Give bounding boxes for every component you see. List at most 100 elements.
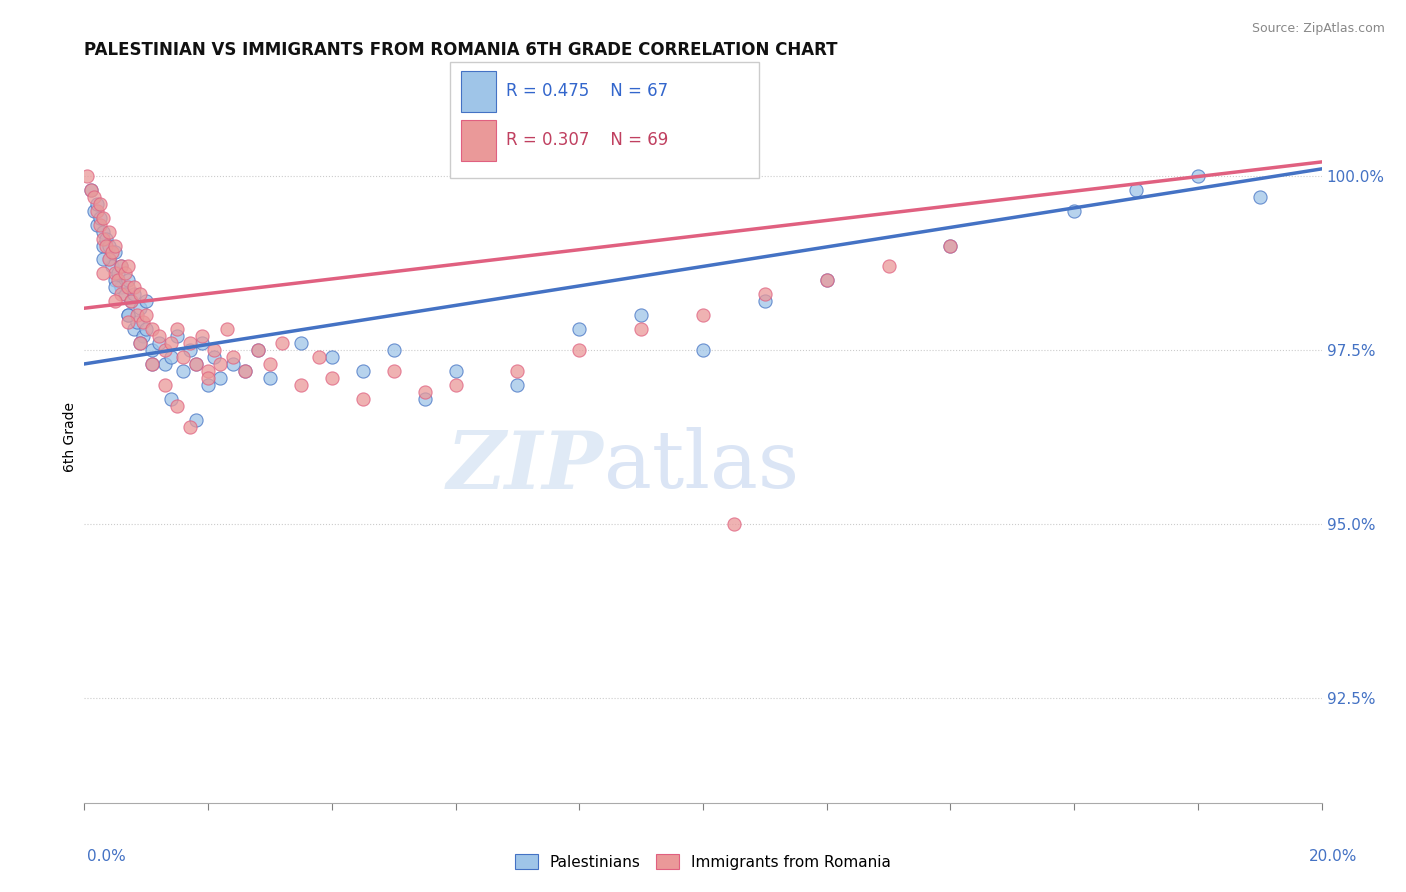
Point <box>222 350 245 364</box>
Point <box>202 343 225 357</box>
Y-axis label: 6th Grade: 6th Grade <box>63 402 77 472</box>
Point <box>135 322 157 336</box>
Text: R = 0.307    N = 69: R = 0.307 N = 69 <box>506 131 668 150</box>
Text: 20.0%: 20.0% <box>1309 849 1357 863</box>
Text: R = 0.475    N = 67: R = 0.475 N = 67 <box>506 82 668 101</box>
Point <box>290 377 312 392</box>
Point <box>89 218 111 232</box>
Point <box>114 266 136 280</box>
Point <box>754 294 776 309</box>
Point <box>1187 169 1209 183</box>
Point <box>98 225 121 239</box>
Point <box>153 377 176 392</box>
Point <box>91 225 114 239</box>
Point <box>104 280 127 294</box>
Point <box>246 343 269 357</box>
Point <box>692 343 714 357</box>
Point <box>184 357 207 371</box>
Point <box>125 308 148 322</box>
Point <box>79 183 101 197</box>
Text: atlas: atlas <box>605 427 799 506</box>
Text: PALESTINIAN VS IMMIGRANTS FROM ROMANIA 6TH GRADE CORRELATION CHART: PALESTINIAN VS IMMIGRANTS FROM ROMANIA 6… <box>84 41 838 59</box>
Text: Source: ZipAtlas.com: Source: ZipAtlas.com <box>1251 22 1385 36</box>
Point <box>382 343 405 357</box>
Point <box>117 315 139 329</box>
Point <box>98 252 121 267</box>
Text: 0.0%: 0.0% <box>87 849 127 863</box>
Point <box>413 392 436 406</box>
Point <box>104 273 127 287</box>
Point <box>110 287 132 301</box>
Point <box>413 384 436 399</box>
Point <box>91 238 114 252</box>
Text: ZIP: ZIP <box>447 427 605 505</box>
Point <box>76 169 98 183</box>
Point <box>754 287 776 301</box>
Point <box>222 357 245 371</box>
Point <box>166 399 188 413</box>
Point <box>939 238 962 252</box>
Point <box>129 287 152 301</box>
Point <box>321 350 343 364</box>
Point <box>125 315 148 329</box>
Point <box>166 322 188 336</box>
Point <box>630 308 652 322</box>
Point <box>197 364 219 378</box>
Point <box>79 183 101 197</box>
Point <box>94 238 117 252</box>
Point <box>153 357 176 371</box>
Point <box>352 364 374 378</box>
Point <box>83 203 105 218</box>
Point <box>1249 190 1271 204</box>
Point <box>117 280 139 294</box>
Point <box>308 350 330 364</box>
Point <box>444 364 467 378</box>
Point <box>568 343 591 357</box>
Point <box>352 392 374 406</box>
Point <box>184 412 207 426</box>
Point <box>209 371 232 385</box>
Point <box>382 364 405 378</box>
Legend: Palestinians, Immigrants from Romania: Palestinians, Immigrants from Romania <box>509 847 897 876</box>
Point <box>91 211 114 225</box>
Point <box>815 273 838 287</box>
Point <box>101 245 124 260</box>
Point <box>259 357 281 371</box>
Point <box>197 377 219 392</box>
Point <box>179 419 201 434</box>
Point <box>132 315 155 329</box>
Point <box>98 252 121 267</box>
Point <box>91 252 114 267</box>
Point <box>104 266 127 280</box>
Point <box>117 260 139 274</box>
Point <box>692 308 714 322</box>
Point <box>107 273 129 287</box>
Point <box>141 343 163 357</box>
Point <box>117 308 139 322</box>
Point <box>120 294 142 309</box>
Point <box>630 322 652 336</box>
Point <box>166 329 188 343</box>
Point <box>104 294 127 309</box>
Point <box>91 231 114 245</box>
Point <box>444 377 467 392</box>
Point <box>184 357 207 371</box>
Point <box>86 218 108 232</box>
Point <box>91 266 114 280</box>
Point <box>148 336 170 351</box>
Point <box>160 350 183 364</box>
Point <box>877 260 900 274</box>
Point <box>122 322 145 336</box>
Point <box>117 308 139 322</box>
Point <box>172 364 194 378</box>
Point <box>233 364 256 378</box>
Point <box>114 287 136 301</box>
Point <box>290 336 312 351</box>
Point <box>83 190 105 204</box>
Point <box>141 357 163 371</box>
Point <box>191 336 214 351</box>
Point <box>141 357 163 371</box>
Point <box>98 238 121 252</box>
Point <box>568 322 591 336</box>
Point <box>215 322 238 336</box>
